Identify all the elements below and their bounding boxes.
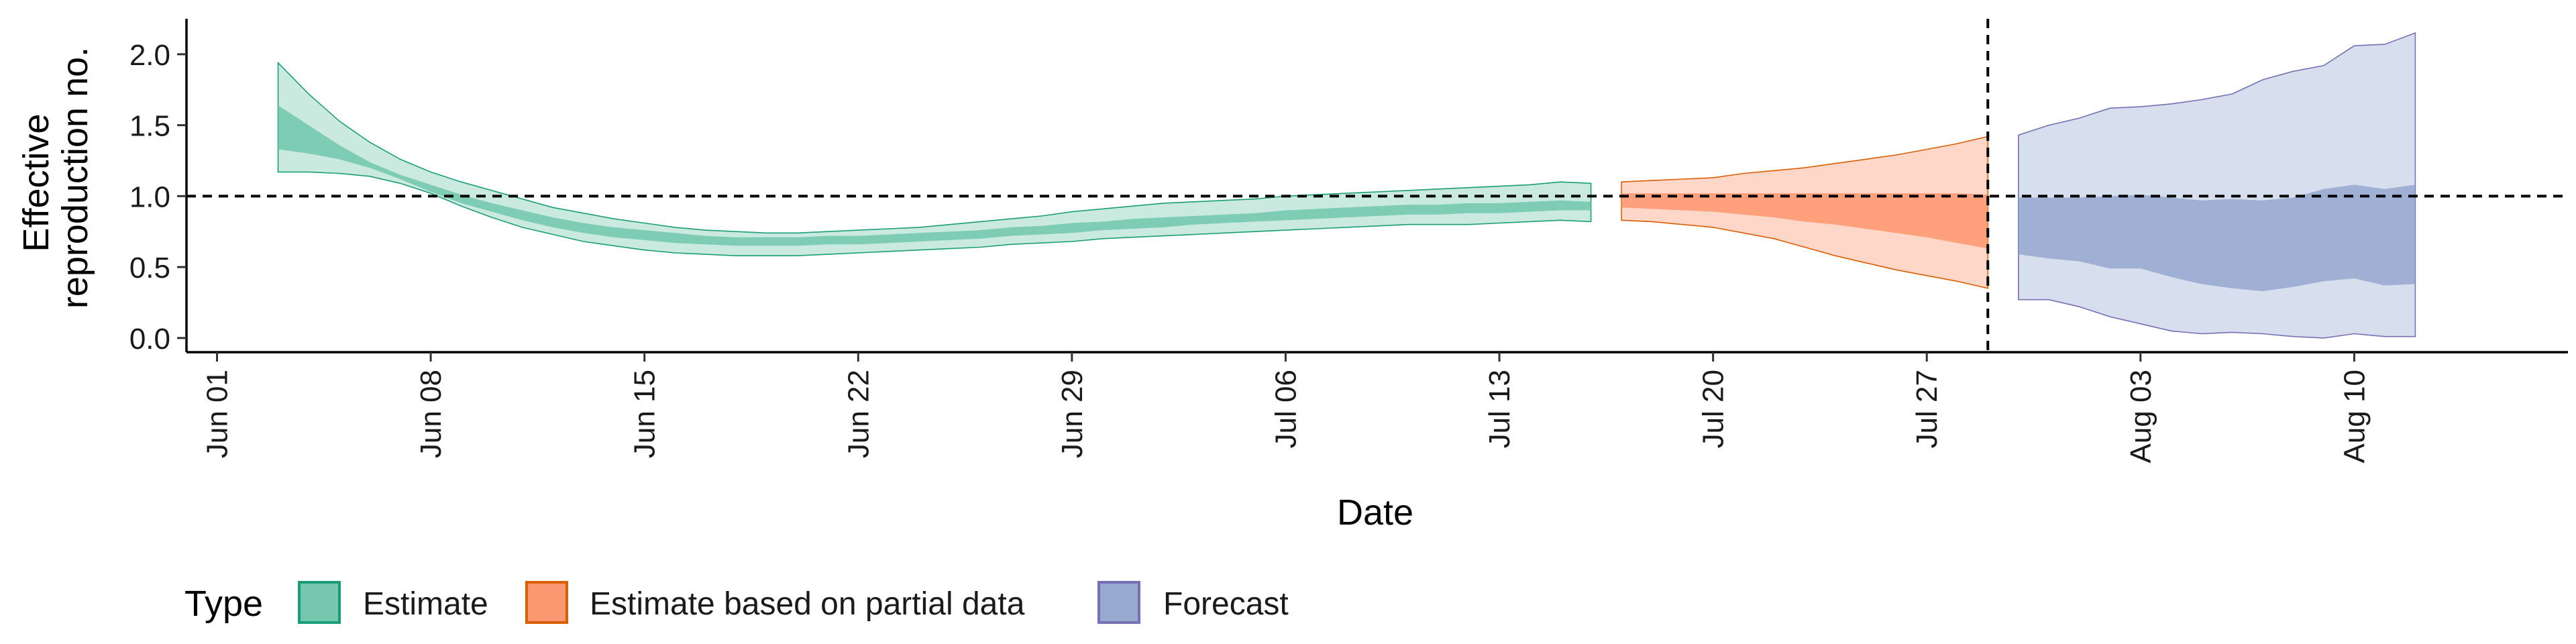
legend-key-partial [525, 581, 568, 624]
x-tick-label: Jun 08 [415, 370, 447, 458]
x-tick-label: Jul 27 [1911, 370, 1943, 448]
x-tick-label: Jun 15 [629, 370, 661, 458]
legend-title: Type [184, 584, 263, 624]
legend-key-forecast [1097, 581, 1140, 624]
x-tick-label: Aug 10 [2338, 370, 2371, 463]
x-tick-label: Jun 22 [842, 370, 875, 458]
legend-key-estimate [298, 581, 341, 624]
y-tick-label: 1.0 [129, 180, 170, 213]
legend: Type Estimate Estimate based on partial … [184, 581, 1289, 624]
x-tick-label: Jul 06 [1270, 370, 1303, 448]
x-tick-label: Aug 03 [2125, 370, 2157, 463]
y-axis-title: Effective reproduction no. [16, 47, 95, 309]
band-50-forecast [2018, 184, 2416, 292]
y-tick-label: 0.0 [129, 323, 170, 356]
legend-item-forecast: Forecast [1097, 581, 1289, 624]
y-tick-label: 1.5 [129, 110, 170, 143]
legend-item-partial: Estimate based on partial data [525, 581, 1025, 624]
x-tick-label: Jul 20 [1697, 370, 1730, 448]
y-tick-label: 0.5 [129, 252, 170, 284]
band-90-estimate [277, 61, 1592, 256]
legend-label-estimate: Estimate [363, 586, 488, 622]
x-axis-title: Date [1337, 492, 1413, 533]
legend-label-forecast: Forecast [1163, 586, 1289, 622]
axes-layer: 0.0 0.5 1.0 1.5 2.0 Jun 01 Jun 08 Jun 15 Jun 22 J… [129, 19, 2568, 463]
labels-layer: Date Effective reproduction no. [16, 47, 1413, 533]
y-axis-title-line-1: Effective [16, 113, 56, 252]
y-axis-title-line-2: reproduction no. [55, 47, 95, 309]
legend-item-estimate: Estimate [298, 581, 488, 624]
band-50-estimate-based-on-partial-data [1621, 193, 1988, 249]
legend-label-partial: Estimate based on partial data [590, 586, 1025, 622]
reference-lines-layer [186, 19, 2568, 352]
bands-layer [277, 32, 2416, 339]
x-tick-label: Jul 13 [1483, 370, 1516, 448]
x-tick-label: Jun 01 [201, 370, 234, 458]
y-tick-label: 2.0 [129, 39, 170, 72]
x-tick-label: Jun 29 [1056, 370, 1089, 458]
